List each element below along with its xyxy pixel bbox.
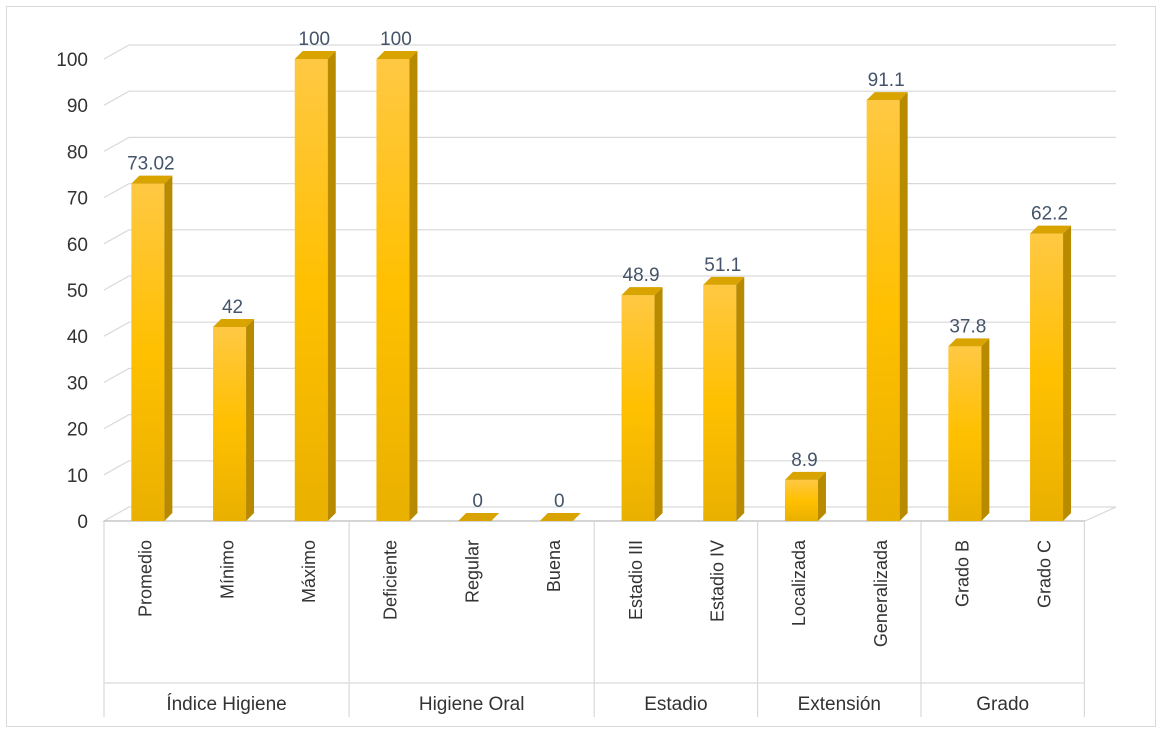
bar-front bbox=[294, 59, 328, 521]
bar-side bbox=[1063, 225, 1072, 522]
category-label: Deficiente bbox=[381, 540, 401, 620]
data-label: 48.9 bbox=[623, 265, 660, 286]
category-label: Grado C bbox=[1034, 540, 1054, 608]
y-tick-label: 80 bbox=[67, 142, 88, 163]
y-tick-label: 90 bbox=[67, 96, 88, 117]
category-label: Estadio IV bbox=[708, 540, 728, 622]
bar-top bbox=[621, 287, 663, 296]
data-label: 51.1 bbox=[704, 255, 741, 276]
bar-top bbox=[703, 276, 745, 285]
bar-side bbox=[736, 276, 745, 521]
y-tick-label: 0 bbox=[77, 512, 88, 533]
group-label: Higiene Oral bbox=[419, 694, 525, 715]
gridline-side bbox=[103, 414, 130, 430]
category-label: Grado B bbox=[953, 540, 973, 607]
data-label: 91.1 bbox=[868, 70, 905, 91]
y-tick-label: 70 bbox=[67, 189, 88, 210]
gridline-side bbox=[103, 460, 130, 476]
gridline-side bbox=[103, 183, 130, 199]
bar-side bbox=[409, 51, 418, 521]
data-label: 100 bbox=[298, 29, 330, 50]
gridline-side bbox=[103, 367, 130, 383]
bar-top bbox=[866, 92, 908, 101]
category-label: Estadio III bbox=[626, 540, 646, 620]
data-label: 8.9 bbox=[791, 450, 817, 471]
bar-top bbox=[1030, 225, 1072, 234]
gridline-side bbox=[103, 90, 130, 106]
y-tick-label: 100 bbox=[56, 50, 88, 71]
group-label: Grado bbox=[976, 694, 1029, 715]
bars bbox=[131, 51, 1072, 522]
bar-front bbox=[784, 479, 818, 521]
bar-side bbox=[246, 318, 255, 521]
category-label: Regular bbox=[462, 540, 482, 603]
data-label: 62.2 bbox=[1031, 204, 1068, 225]
bar-front bbox=[376, 59, 410, 521]
data-label: 0 bbox=[554, 491, 565, 512]
data-label: 37.8 bbox=[949, 316, 986, 337]
group-label: Estadio bbox=[644, 694, 707, 715]
labels: 73.02 Promedio 42 Mínimo 100 Máximo Índice Hig… bbox=[127, 29, 1068, 715]
gridline-side bbox=[103, 229, 130, 245]
bar-side bbox=[817, 471, 826, 521]
y-tick-label: 50 bbox=[67, 281, 88, 302]
bar-side bbox=[899, 92, 908, 522]
group-label: Índice Higiene bbox=[166, 694, 286, 715]
category-label: Máximo bbox=[299, 540, 319, 603]
bar-front bbox=[131, 183, 165, 522]
data-label: 100 bbox=[380, 29, 412, 50]
axes: 0 10 20 30 40 50 60 70 80 90 100 bbox=[56, 50, 1086, 717]
data-label: 0 bbox=[472, 491, 483, 512]
category-label: Generalizada bbox=[871, 539, 891, 647]
bar-side bbox=[654, 287, 663, 521]
category-label: Promedio bbox=[136, 540, 156, 617]
bar-front bbox=[213, 326, 247, 521]
bar-front bbox=[1030, 233, 1064, 522]
gridline-side bbox=[103, 321, 130, 337]
bar-top bbox=[539, 513, 581, 521]
category-label: Mínimo bbox=[217, 540, 237, 599]
bar-top bbox=[376, 51, 418, 59]
bar-top bbox=[131, 175, 173, 184]
bar-side bbox=[327, 51, 336, 521]
bar-front bbox=[866, 100, 900, 522]
gridline-side bbox=[103, 136, 130, 152]
gridline-side bbox=[103, 275, 130, 291]
y-tick-label: 40 bbox=[67, 327, 88, 348]
data-label: 42 bbox=[222, 297, 243, 318]
bar-top bbox=[213, 318, 255, 327]
bar-front bbox=[703, 284, 737, 521]
y-tick-label: 30 bbox=[67, 373, 88, 394]
bar-side bbox=[164, 175, 173, 522]
y-tick-label: 10 bbox=[67, 466, 88, 487]
y-tick-label: 60 bbox=[67, 235, 88, 256]
gridline-side bbox=[103, 44, 130, 60]
category-label: Buena bbox=[544, 539, 564, 592]
bar-top bbox=[948, 338, 990, 347]
data-label: 73.02 bbox=[127, 154, 175, 175]
bar-front bbox=[948, 346, 982, 521]
category-label: Localizada bbox=[789, 539, 809, 626]
y-tick-label: 20 bbox=[67, 420, 88, 441]
bar-front bbox=[621, 295, 655, 521]
bar-side bbox=[981, 338, 990, 521]
bar-top bbox=[294, 51, 336, 59]
bar-top bbox=[458, 513, 500, 521]
bar-top bbox=[784, 471, 826, 480]
group-label: Extensión bbox=[798, 694, 881, 715]
